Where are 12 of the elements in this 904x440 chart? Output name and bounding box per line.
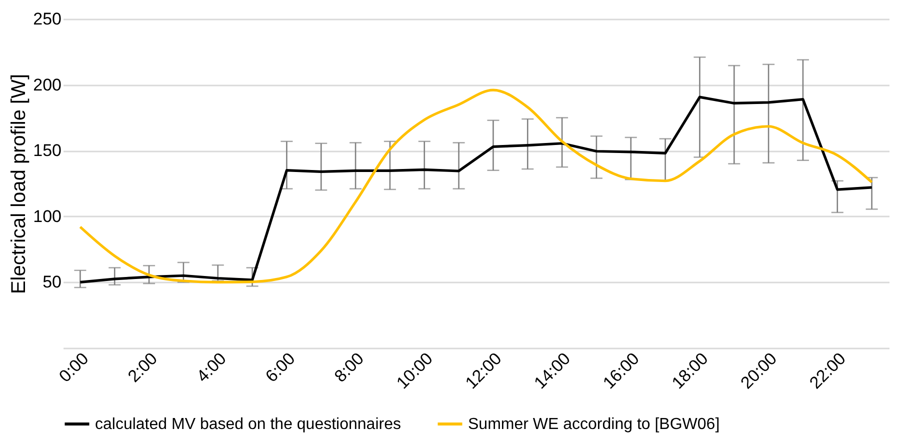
y-tick-label: 50 xyxy=(42,272,62,292)
y-tick-label: 200 xyxy=(33,75,62,94)
x-tick-label: 4:00 xyxy=(193,349,230,386)
y-tick-label: 150 xyxy=(33,141,62,160)
y-axis-title: Electrical load profile [W] xyxy=(8,74,30,294)
x-tick-label: 6:00 xyxy=(262,349,299,386)
x-tick-label: 0:00 xyxy=(55,349,92,386)
y-tick-label: 250 xyxy=(33,10,62,28)
x-tick-label: 8:00 xyxy=(330,349,368,386)
legend-label: Summer WE according to [BGW06] xyxy=(468,416,720,433)
legend-label: calculated MV based on the questionnaires xyxy=(95,416,401,433)
y-tick-label: 100 xyxy=(33,206,62,226)
